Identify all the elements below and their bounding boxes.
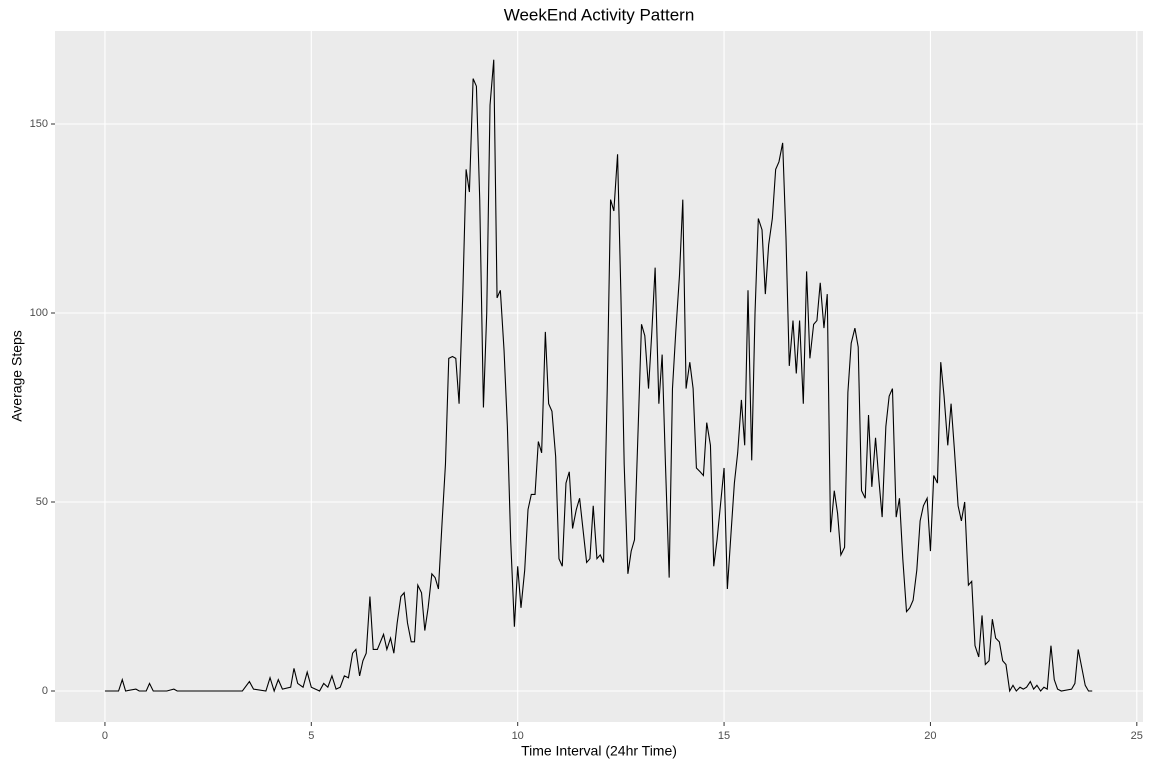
chart-title: WeekEnd Activity Pattern (504, 5, 695, 24)
x-tick-label: 5 (308, 730, 314, 742)
y-tick-label: 50 (36, 496, 48, 508)
y-tick-label: 150 (30, 118, 48, 130)
x-tick-label: 20 (924, 730, 936, 742)
y-tick-label: 0 (42, 685, 48, 697)
x-tick-label: 15 (718, 730, 730, 742)
x-tick-label: 10 (512, 730, 524, 742)
y-axis-title: Average Steps (9, 330, 25, 422)
x-tick-label: 25 (1131, 730, 1143, 742)
y-tick-label: 100 (30, 307, 48, 319)
x-axis-title: Time Interval (24hr Time) (521, 743, 677, 759)
panel-background (55, 31, 1143, 722)
data-line (104, 59, 1093, 693)
x-tick-label: 0 (102, 730, 108, 742)
